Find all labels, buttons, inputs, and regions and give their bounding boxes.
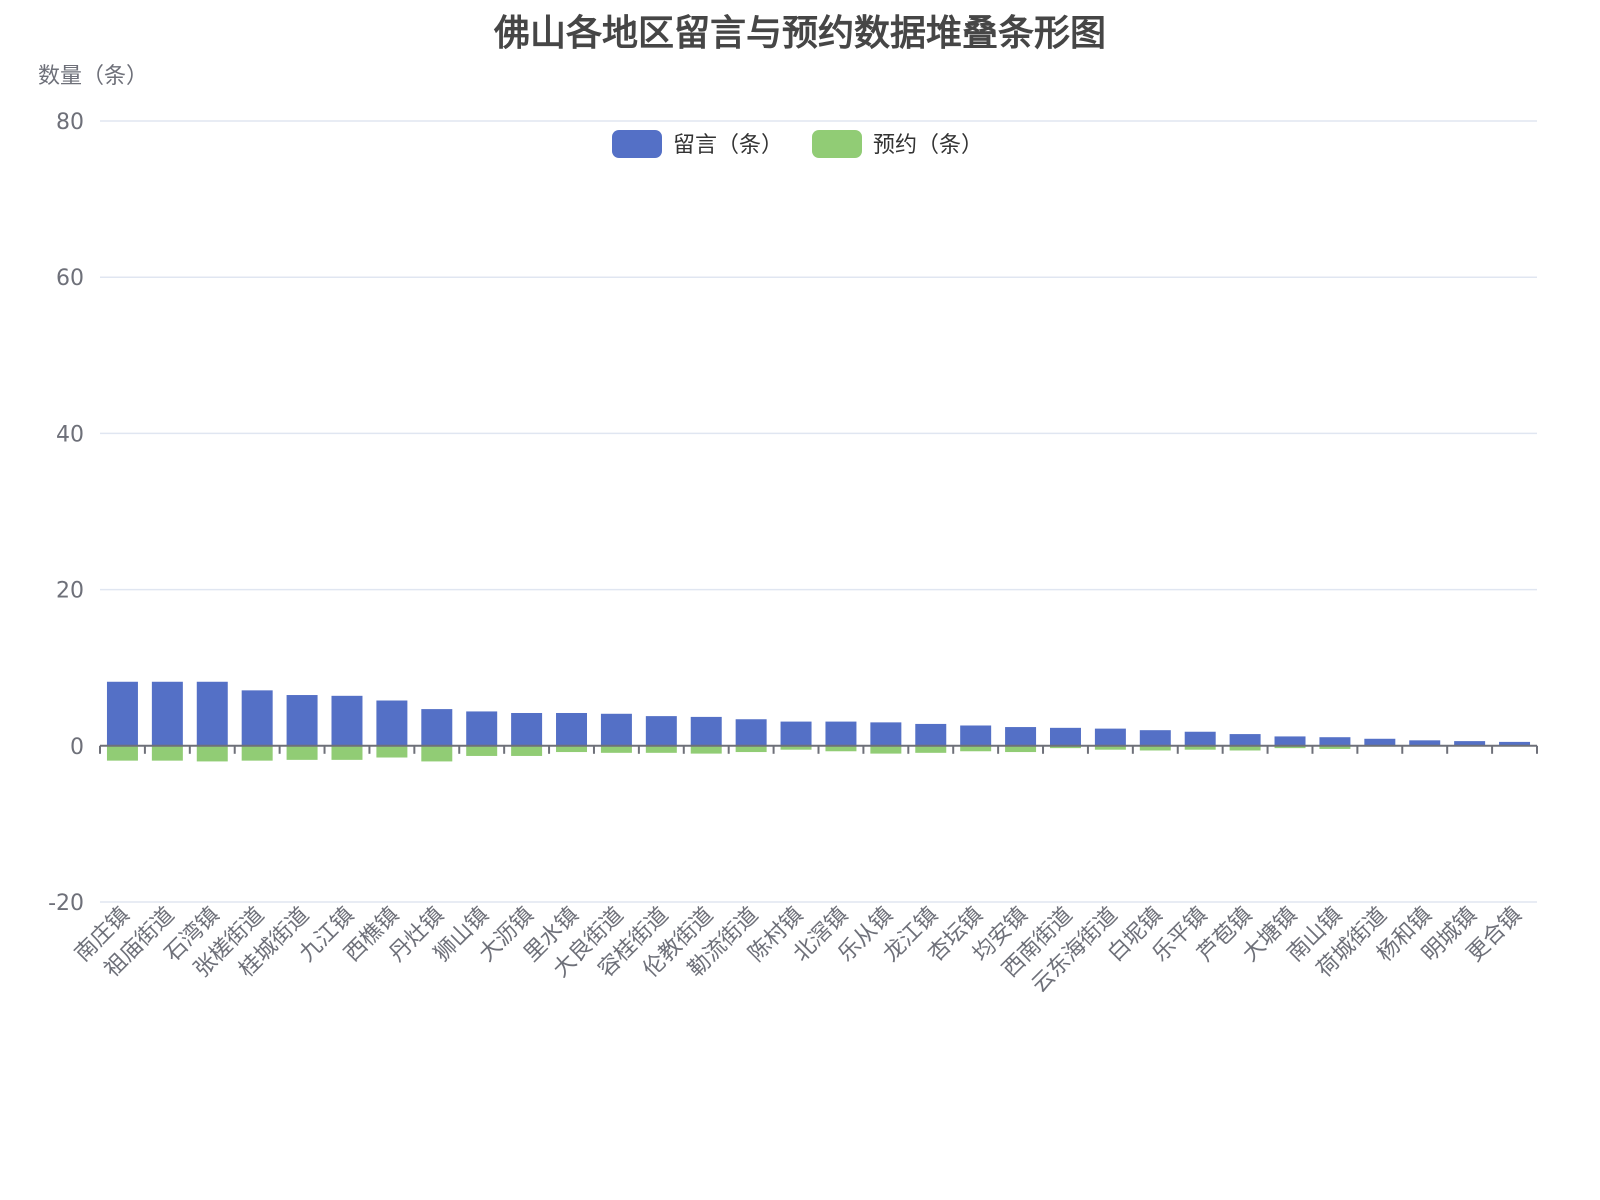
bar-yuyue-17[interactable] — [825, 745, 857, 752]
bar-liuyan-30[interactable] — [1409, 740, 1441, 746]
bar-liuyan-5[interactable] — [286, 695, 318, 746]
bar-liuyan-10[interactable] — [511, 712, 543, 746]
bar-liuyan-32[interactable] — [1499, 741, 1531, 746]
bar-yuyue-14[interactable] — [690, 745, 722, 754]
bar-yuyue-2[interactable] — [151, 745, 183, 761]
bar-liuyan-24[interactable] — [1139, 730, 1171, 746]
bar-liuyan-7[interactable] — [376, 700, 408, 746]
bar-liuyan-25[interactable] — [1184, 731, 1216, 746]
bar-liuyan-1[interactable] — [106, 681, 138, 746]
y-tick-label: 20 — [56, 579, 84, 604]
bar-yuyue-15[interactable] — [735, 745, 767, 753]
bar-liuyan-27[interactable] — [1274, 736, 1306, 746]
bar-yuyue-8[interactable] — [421, 745, 453, 762]
bar-yuyue-18[interactable] — [870, 745, 902, 754]
legend-item-yuyue[interactable]: 预约（条） — [812, 130, 983, 158]
bars — [106, 681, 1531, 762]
bar-liuyan-9[interactable] — [466, 711, 498, 746]
bar-yuyue-9[interactable] — [466, 745, 498, 756]
y-tick-label: -20 — [48, 891, 84, 916]
bar-yuyue-26[interactable] — [1229, 745, 1261, 751]
bar-liuyan-8[interactable] — [421, 709, 453, 746]
bar-yuyue-20[interactable] — [960, 745, 992, 752]
bar-liuyan-16[interactable] — [780, 721, 812, 746]
bar-yuyue-5[interactable] — [286, 745, 318, 760]
bar-liuyan-14[interactable] — [690, 716, 722, 746]
y-tick-label: 80 — [56, 110, 84, 135]
legend-label: 预约（条） — [873, 133, 983, 158]
bar-yuyue-23[interactable] — [1094, 745, 1126, 750]
bar-yuyue-21[interactable] — [1005, 745, 1037, 753]
bar-yuyue-3[interactable] — [196, 745, 228, 762]
bar-yuyue-25[interactable] — [1184, 745, 1216, 750]
y-axis-ticks: 80 60 40 20 0 -20 — [48, 110, 84, 916]
bar-liuyan-31[interactable] — [1454, 741, 1486, 746]
bar-yuyue-1[interactable] — [106, 745, 138, 761]
bar-liuyan-21[interactable] — [1005, 727, 1037, 746]
bar-liuyan-23[interactable] — [1094, 728, 1126, 746]
bar-yuyue-12[interactable] — [600, 745, 632, 753]
x-axis-labels: 南庄镇祖庙街道石湾镇张槎街道桂城街道九江镇西樵镇丹灶镇狮山镇大沥镇里水镇大良街道… — [70, 903, 1526, 998]
bar-liuyan-11[interactable] — [556, 712, 588, 746]
y-tick-label: 0 — [70, 735, 84, 760]
bar-liuyan-13[interactable] — [645, 716, 677, 746]
legend-label: 留言（条） — [673, 133, 783, 158]
chart-title: 佛山各地区留言与预约数据堆叠条形图 — [493, 13, 1106, 54]
y-tick-label: 60 — [56, 266, 84, 291]
bar-liuyan-17[interactable] — [825, 721, 857, 746]
y-axis-label: 数量（条） — [38, 64, 148, 89]
bar-yuyue-24[interactable] — [1139, 745, 1171, 751]
bar-yuyue-7[interactable] — [376, 745, 408, 758]
bar-yuyue-11[interactable] — [556, 745, 588, 753]
legend: 留言（条） 预约（条） — [612, 130, 983, 158]
bar-yuyue-22[interactable] — [1049, 745, 1081, 749]
legend-item-liuyan[interactable]: 留言（条） — [612, 130, 783, 158]
bar-yuyue-13[interactable] — [645, 745, 677, 753]
bar-liuyan-26[interactable] — [1229, 734, 1261, 746]
bar-yuyue-4[interactable] — [241, 745, 273, 761]
bar-liuyan-20[interactable] — [960, 725, 992, 746]
bar-liuyan-2[interactable] — [151, 681, 183, 746]
bar-liuyan-18[interactable] — [870, 722, 902, 746]
bar-yuyue-10[interactable] — [511, 745, 543, 756]
bar-liuyan-22[interactable] — [1049, 727, 1081, 746]
legend-swatch — [812, 130, 862, 158]
bar-liuyan-4[interactable] — [241, 690, 273, 746]
bar-yuyue-16[interactable] — [780, 745, 812, 750]
y-tick-label: 40 — [56, 422, 84, 447]
bar-yuyue-27[interactable] — [1274, 745, 1306, 749]
bar-yuyue-6[interactable] — [331, 745, 363, 760]
bar-yuyue-28[interactable] — [1319, 745, 1351, 749]
bar-yuyue-19[interactable] — [915, 745, 947, 753]
bar-liuyan-29[interactable] — [1364, 738, 1396, 746]
bar-liuyan-12[interactable] — [600, 713, 632, 746]
bar-liuyan-15[interactable] — [735, 719, 767, 746]
bar-liuyan-19[interactable] — [915, 723, 947, 746]
bar-liuyan-28[interactable] — [1319, 737, 1351, 746]
bar-liuyan-3[interactable] — [196, 681, 228, 746]
grid-lines — [100, 120, 1537, 903]
x-axis — [99, 744, 1538, 754]
bar-liuyan-6[interactable] — [331, 695, 363, 746]
legend-swatch — [612, 130, 662, 158]
